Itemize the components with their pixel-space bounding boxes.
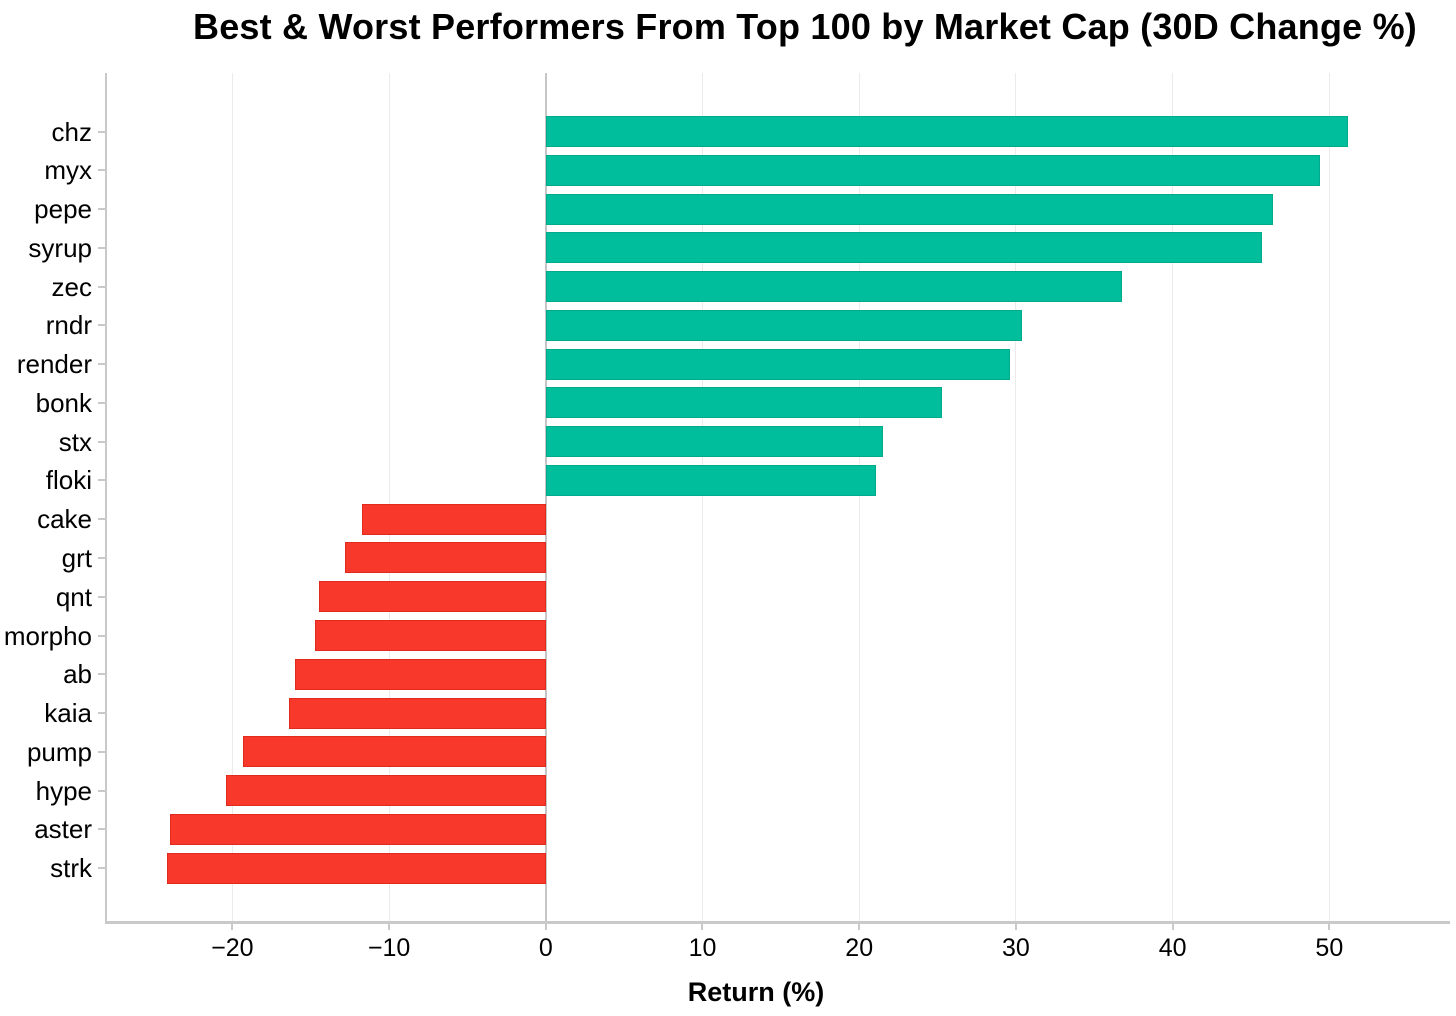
y-label-chz: chz xyxy=(51,116,92,147)
y-tick-stx xyxy=(98,440,105,443)
bar-qnt xyxy=(318,581,546,613)
y-tick-kaia xyxy=(98,712,105,715)
bar-render xyxy=(545,348,1010,380)
y-label-kaia: kaia xyxy=(44,698,92,729)
y-label-qnt: qnt xyxy=(55,581,92,612)
y-tick-zec xyxy=(98,285,105,288)
y-tick-grt xyxy=(98,556,105,559)
y-label-myx: myx xyxy=(44,155,92,186)
y-label-stx: stx xyxy=(58,426,92,457)
y-tick-pump xyxy=(98,750,105,753)
x-tick-label-20: 20 xyxy=(845,934,874,962)
y-label-bonk: bonk xyxy=(35,387,92,418)
x-tick-label-50: 50 xyxy=(1315,934,1344,962)
gridline-30 xyxy=(1015,73,1017,921)
bar-chz xyxy=(545,116,1349,147)
y-tick-syrup xyxy=(98,246,105,249)
y-axis-spine xyxy=(105,73,107,921)
y-label-pump: pump xyxy=(26,736,92,767)
gridline-10 xyxy=(701,73,703,921)
bar-syrup xyxy=(545,232,1262,264)
x-tick-30 xyxy=(1014,924,1017,930)
bar-pump xyxy=(243,736,546,768)
y-tick-strk xyxy=(98,867,105,870)
gridline--10 xyxy=(388,73,390,921)
x-tick-label-30: 30 xyxy=(1002,934,1030,962)
x-tick-10 xyxy=(701,924,704,930)
y-tick-pepe xyxy=(98,208,105,211)
y-label-hype: hype xyxy=(35,775,92,806)
y-label-floki: floki xyxy=(45,465,92,496)
gridline--20 xyxy=(231,73,233,921)
y-label-rndr: rndr xyxy=(45,310,92,341)
y-tick-floki xyxy=(98,479,105,482)
zero-gridline xyxy=(544,73,547,921)
bar-bonk xyxy=(545,387,943,419)
y-label-zec: zec xyxy=(51,271,92,302)
gridline-20 xyxy=(858,73,860,921)
y-tick-ab xyxy=(98,673,105,676)
bar-morpho xyxy=(315,620,546,651)
y-tick-bonk xyxy=(98,401,105,404)
y-label-grt: grt xyxy=(61,542,92,573)
bar-myx xyxy=(545,154,1320,186)
x-tick-0 xyxy=(544,924,547,930)
y-label-syrup: syrup xyxy=(28,232,92,263)
bar-rndr xyxy=(545,309,1023,341)
bar-aster xyxy=(169,813,546,845)
gridline-40 xyxy=(1172,73,1174,921)
bar-cake xyxy=(362,503,546,535)
y-tick-aster xyxy=(98,828,105,831)
y-tick-qnt xyxy=(98,595,105,598)
x-tick-label--10: −10 xyxy=(367,934,411,962)
bar-ab xyxy=(295,658,546,690)
bar-floki xyxy=(545,464,877,496)
y-tick-hype xyxy=(98,789,105,792)
bar-kaia xyxy=(288,697,546,729)
gridline-50 xyxy=(1328,73,1330,921)
bar-grt xyxy=(345,542,546,574)
chart-title: Best & Worst Performers From Top 100 by … xyxy=(193,6,1417,47)
x-tick-label--20: −20 xyxy=(211,934,254,962)
x-tick-20 xyxy=(858,924,861,930)
y-tick-morpho xyxy=(98,634,105,637)
y-label-cake: cake xyxy=(37,504,92,535)
x-axis-spine xyxy=(105,921,1450,924)
y-tick-render xyxy=(98,363,105,366)
y-label-pepe: pepe xyxy=(34,194,92,225)
y-tick-cake xyxy=(98,518,105,521)
x-axis-title: Return (%) xyxy=(687,977,825,1007)
x-tick-40 xyxy=(1171,924,1174,930)
x-tick--20 xyxy=(231,924,234,930)
y-label-render: render xyxy=(16,349,92,380)
y-label-aster: aster xyxy=(34,814,92,845)
x-tick-50 xyxy=(1328,924,1331,930)
y-label-strk: strk xyxy=(50,853,92,884)
bar-strk xyxy=(166,852,546,884)
bar-stx xyxy=(545,426,883,458)
y-label-ab: ab xyxy=(63,659,92,690)
y-tick-rndr xyxy=(98,324,105,327)
bar-hype xyxy=(226,775,546,807)
x-tick-label-0: 0 xyxy=(538,934,553,962)
x-tick-label-10: 10 xyxy=(688,934,717,962)
y-label-morpho: morpho xyxy=(3,620,92,651)
x-tick-label-40: 40 xyxy=(1158,934,1187,962)
bar-pepe xyxy=(545,193,1273,225)
y-tick-chz xyxy=(98,130,105,133)
x-tick--10 xyxy=(388,924,391,930)
bar-zec xyxy=(545,271,1123,303)
y-tick-myx xyxy=(98,169,105,172)
